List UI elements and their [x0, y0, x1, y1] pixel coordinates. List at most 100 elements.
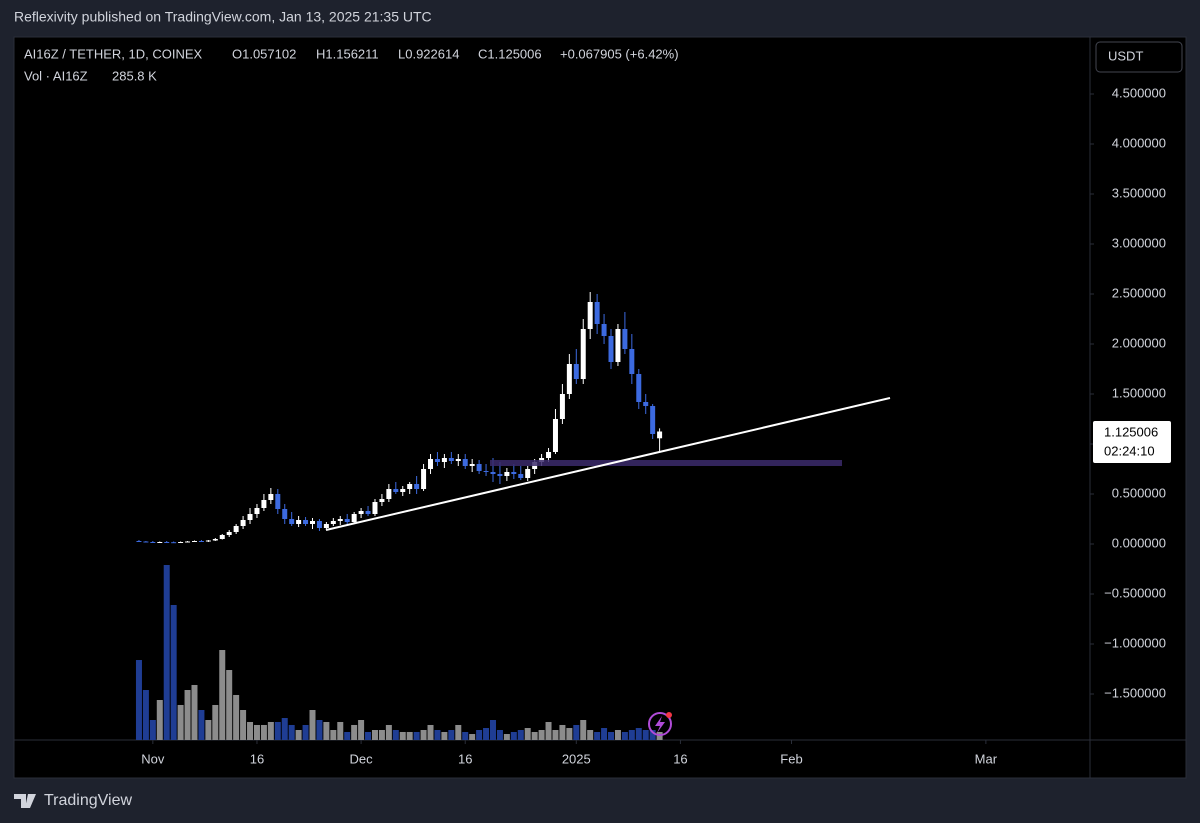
candle-body [178, 542, 184, 543]
y-tick-label: 3.500000 [1112, 185, 1166, 200]
candle-body [657, 431, 663, 439]
volume-bar [601, 728, 608, 740]
candle-body [448, 458, 454, 461]
candle-body [337, 519, 343, 521]
currency-button[interactable] [1095, 41, 1183, 73]
x-tick-label: Dec [350, 751, 374, 766]
volume-bar [281, 718, 288, 740]
y-tick-label: 2.500000 [1112, 285, 1166, 300]
volume-bar [247, 721, 254, 740]
volume-bar [191, 684, 198, 740]
candle-body [316, 521, 322, 528]
candle-body [282, 509, 288, 519]
candle-body [650, 406, 656, 434]
candle-body [310, 521, 316, 524]
candle-body [171, 542, 177, 544]
candle-body [164, 542, 170, 543]
x-tick-label: 16 [250, 751, 264, 766]
volume-bar [552, 730, 559, 740]
volume-bar [260, 724, 267, 740]
volume-bar [156, 700, 163, 740]
candle-body [351, 514, 357, 522]
brand-name: TradingView [44, 792, 132, 809]
candle-body [191, 541, 197, 542]
candle-body [643, 402, 649, 406]
candle-body [150, 542, 156, 543]
candle-body [268, 494, 274, 500]
ohlc-low: L0.922614 [398, 46, 459, 61]
y-tick-label: 4.500000 [1112, 85, 1166, 100]
alert-dot [666, 712, 672, 718]
volume-bar [608, 731, 615, 740]
candle-body [303, 520, 309, 524]
volume-bar [219, 650, 226, 740]
volume-bar [642, 730, 649, 740]
volume-bar [524, 728, 531, 740]
volume-bar [656, 731, 663, 740]
y-tick-label: 1.500000 [1112, 385, 1166, 400]
ohlc-close: C1.125006 [478, 46, 542, 61]
candle-body [566, 364, 572, 394]
candle-body [240, 520, 246, 526]
candle-body [289, 519, 295, 524]
volume-bar [142, 690, 149, 740]
candle-body [428, 459, 434, 469]
volume-bar [510, 731, 517, 740]
candle-body [455, 459, 461, 461]
y-tick-label: −0.500000 [1104, 585, 1166, 600]
support-zone [490, 460, 842, 466]
volume-bar [427, 724, 434, 740]
candle-body [198, 541, 204, 542]
volume-bar [205, 720, 212, 740]
volume-bar [184, 690, 191, 740]
y-tick-label: −1.000000 [1104, 635, 1166, 650]
last-price-label: 1.125006 [1104, 424, 1158, 439]
volume-bar [406, 731, 413, 740]
volume-bar [566, 728, 573, 740]
candle-body [226, 532, 232, 535]
candle-body [323, 524, 329, 528]
candle-body [622, 329, 628, 349]
alert-icon[interactable] [648, 712, 672, 736]
candle-body [372, 502, 378, 514]
volume-bar [302, 724, 309, 740]
volume-bar [149, 720, 156, 740]
candle-body [504, 472, 510, 476]
volume-bar [274, 721, 281, 740]
candle-body [233, 526, 239, 532]
candle-body [205, 540, 211, 542]
volume-legend-value: 285.8 K [112, 68, 157, 83]
volume-bar [378, 730, 385, 740]
candle-body [573, 364, 579, 379]
volume-bar [587, 730, 594, 740]
ohlc-open: O1.057102 [232, 46, 296, 61]
y-tick-label: −1.500000 [1104, 685, 1166, 700]
volume-bar [330, 730, 337, 740]
x-tick-label: 16 [673, 751, 687, 766]
volume-bar [240, 710, 247, 740]
y-tick-label: 2.000000 [1112, 335, 1166, 350]
volume-bar [448, 730, 455, 740]
volume-bar [538, 730, 545, 740]
candle-body [546, 452, 552, 458]
volume-bar [392, 730, 399, 740]
candle-body [136, 541, 142, 542]
x-tick-label: Nov [141, 751, 165, 766]
volume-bar [503, 734, 510, 740]
chart-panel [13, 36, 1187, 779]
candle-body [254, 508, 260, 514]
candle-body [143, 541, 149, 543]
volume-bar [365, 731, 372, 740]
candle-body [157, 542, 163, 543]
currency-label[interactable]: USDT [1108, 48, 1143, 63]
candle-body [219, 535, 225, 539]
volume-bar [233, 694, 240, 740]
volume-bar [358, 720, 365, 740]
candle-body [441, 458, 447, 462]
volume-bar [573, 724, 580, 740]
candle-body [587, 302, 593, 329]
volume-bar [489, 720, 496, 740]
y-tick-label: 0.000000 [1112, 535, 1166, 550]
volume-bar [580, 720, 587, 740]
candle-body [525, 469, 531, 478]
